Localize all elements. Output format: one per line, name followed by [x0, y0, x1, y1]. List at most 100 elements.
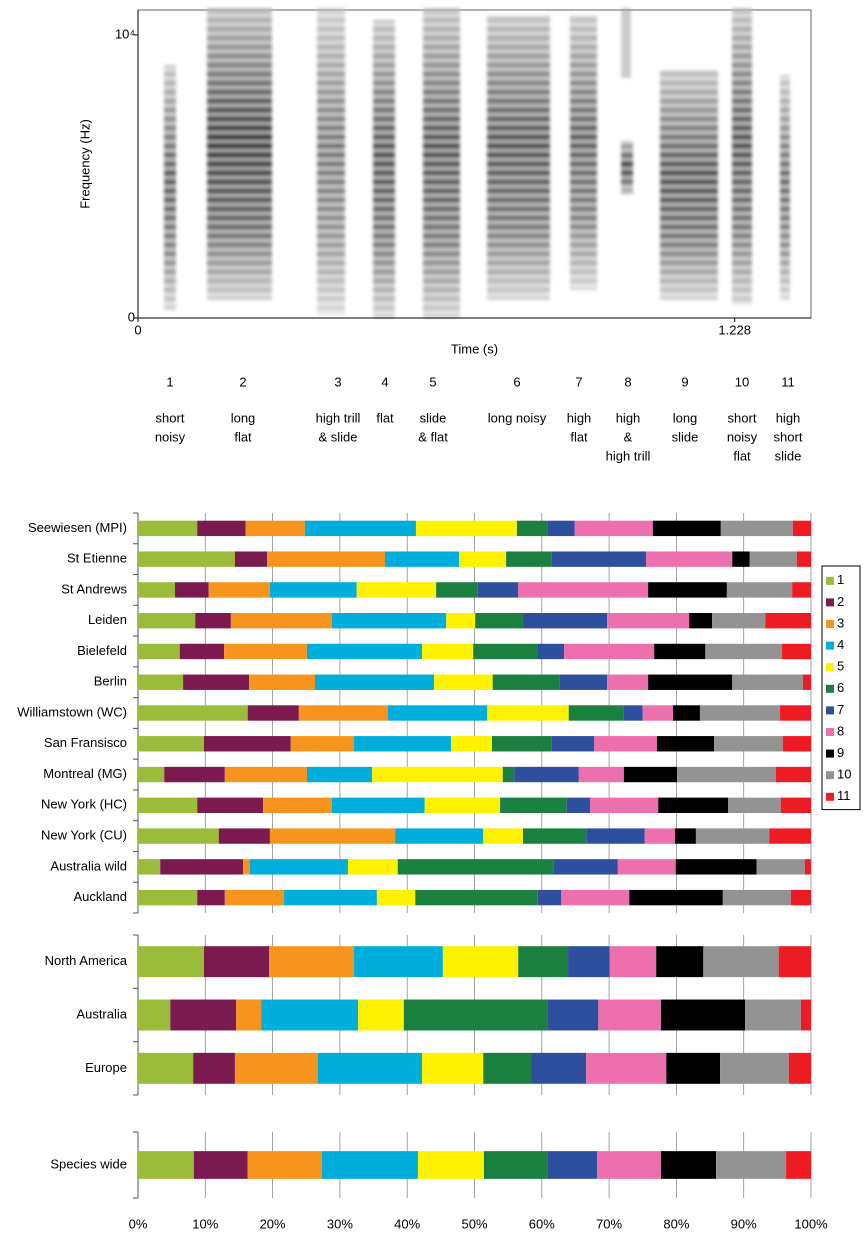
- legend-label: 9: [837, 745, 844, 760]
- syllable-label: short: [728, 410, 757, 425]
- bar-segment: [347, 859, 398, 875]
- category-label: St Andrews: [61, 581, 127, 596]
- syllable-harmonics: [732, 8, 752, 305]
- bar-segment: [234, 551, 268, 567]
- bar-segment: [446, 613, 476, 629]
- bar-segment: [354, 736, 451, 752]
- bar-segment: [646, 551, 733, 567]
- syllable-number: 4: [381, 374, 388, 389]
- category-label: Bielefeld: [77, 643, 127, 658]
- syllable-harmonics: [621, 140, 633, 195]
- bar-segment: [317, 1052, 423, 1084]
- syllable-number: 8: [624, 374, 631, 389]
- bar-segment: [728, 797, 781, 813]
- bar-segment: [561, 889, 630, 906]
- bar-segment: [450, 736, 492, 752]
- bar-segment: [138, 828, 219, 844]
- bar-segment: [586, 828, 645, 844]
- category-label: Berlin: [94, 674, 127, 689]
- bar-segment: [284, 889, 377, 906]
- bar-segment: [623, 766, 678, 783]
- bar-segment: [138, 797, 198, 813]
- bar-segment: [695, 828, 770, 844]
- bar-segment: [138, 766, 165, 783]
- syllable-label: slide: [672, 429, 699, 444]
- bar-segment: [673, 705, 700, 721]
- bar-segment: [436, 582, 478, 598]
- bar-segment: [491, 736, 552, 752]
- category-label: Montreal (MG): [43, 766, 127, 781]
- bar-segment: [648, 674, 733, 690]
- bar-segment: [788, 1052, 811, 1084]
- bar-segment: [802, 674, 811, 690]
- bar-segment: [652, 520, 721, 537]
- syllable-label: flat: [733, 448, 751, 463]
- bar-segment: [197, 797, 264, 813]
- syllable-label: &: [624, 429, 633, 444]
- x-tick-label: 60%: [529, 1216, 555, 1231]
- bar-segment: [261, 999, 359, 1031]
- bar-segment: [790, 889, 811, 906]
- syllable-number: 11: [781, 374, 795, 389]
- legend-label: 10: [837, 767, 851, 782]
- syllable-label: slide: [420, 410, 447, 425]
- syllable-harmonics: [487, 15, 550, 300]
- x-tick-label: 100%: [794, 1216, 828, 1231]
- bar-segment: [331, 797, 425, 813]
- category-label: Williamstown (WC): [17, 704, 127, 719]
- x-tick-label: 0: [134, 322, 141, 337]
- bar-segment: [234, 1052, 318, 1084]
- bar-segment: [306, 643, 423, 660]
- syllable-label: long: [673, 410, 698, 425]
- bar-segment: [434, 674, 493, 690]
- legend-label: 6: [837, 680, 844, 695]
- bar-segment: [547, 1151, 597, 1179]
- bar-segment: [422, 643, 474, 660]
- bar-segment: [164, 766, 225, 783]
- bar-segment: [263, 797, 332, 813]
- bar-segment: [782, 643, 811, 660]
- legend-swatch: [826, 706, 834, 715]
- syllable-label: flat: [570, 429, 588, 444]
- bar-segment: [473, 643, 538, 660]
- bar-segment: [712, 613, 766, 629]
- category-label: Australia: [76, 1006, 127, 1021]
- syllable-label: high: [616, 410, 641, 425]
- syllable-label: noisy: [727, 429, 758, 444]
- bar-segment: [518, 946, 569, 978]
- bar-segment: [514, 766, 579, 783]
- y-tick-label: 10⁴: [115, 26, 135, 41]
- bar-segment: [590, 797, 659, 813]
- bar-segment: [578, 766, 624, 783]
- category-label: Seewiesen (MPI): [28, 520, 127, 535]
- bar-segment: [568, 705, 624, 721]
- legend-label: 4: [837, 637, 844, 652]
- bar-segment: [487, 705, 569, 721]
- bar-segment: [179, 643, 225, 660]
- bar-segment: [804, 859, 811, 875]
- bar-segment: [331, 613, 447, 629]
- bar-segment: [551, 736, 595, 752]
- bar-segment: [547, 999, 599, 1031]
- category-label: New York (HC): [41, 797, 127, 812]
- syllable-label: & slide: [318, 429, 357, 444]
- bar-segment: [314, 674, 435, 690]
- bar-segment: [193, 1052, 235, 1084]
- x-tick-label: 50%: [461, 1216, 487, 1231]
- legend-swatch: [826, 641, 834, 650]
- bar-segment: [247, 705, 299, 721]
- bar-segment: [537, 643, 565, 660]
- bar-segment: [304, 520, 416, 537]
- category-label: Australia wild: [50, 858, 127, 873]
- bar-segment: [720, 520, 793, 537]
- syllable-number: 10: [735, 374, 749, 389]
- bar-segment: [218, 828, 270, 844]
- syllable-label: high: [776, 410, 801, 425]
- bar-segment: [656, 736, 715, 752]
- bar-segment: [224, 643, 307, 660]
- bar-segment: [224, 766, 307, 783]
- syllable-number: 5: [429, 374, 436, 389]
- bar-segment: [666, 1052, 721, 1084]
- syllable-harmonics: [317, 8, 345, 315]
